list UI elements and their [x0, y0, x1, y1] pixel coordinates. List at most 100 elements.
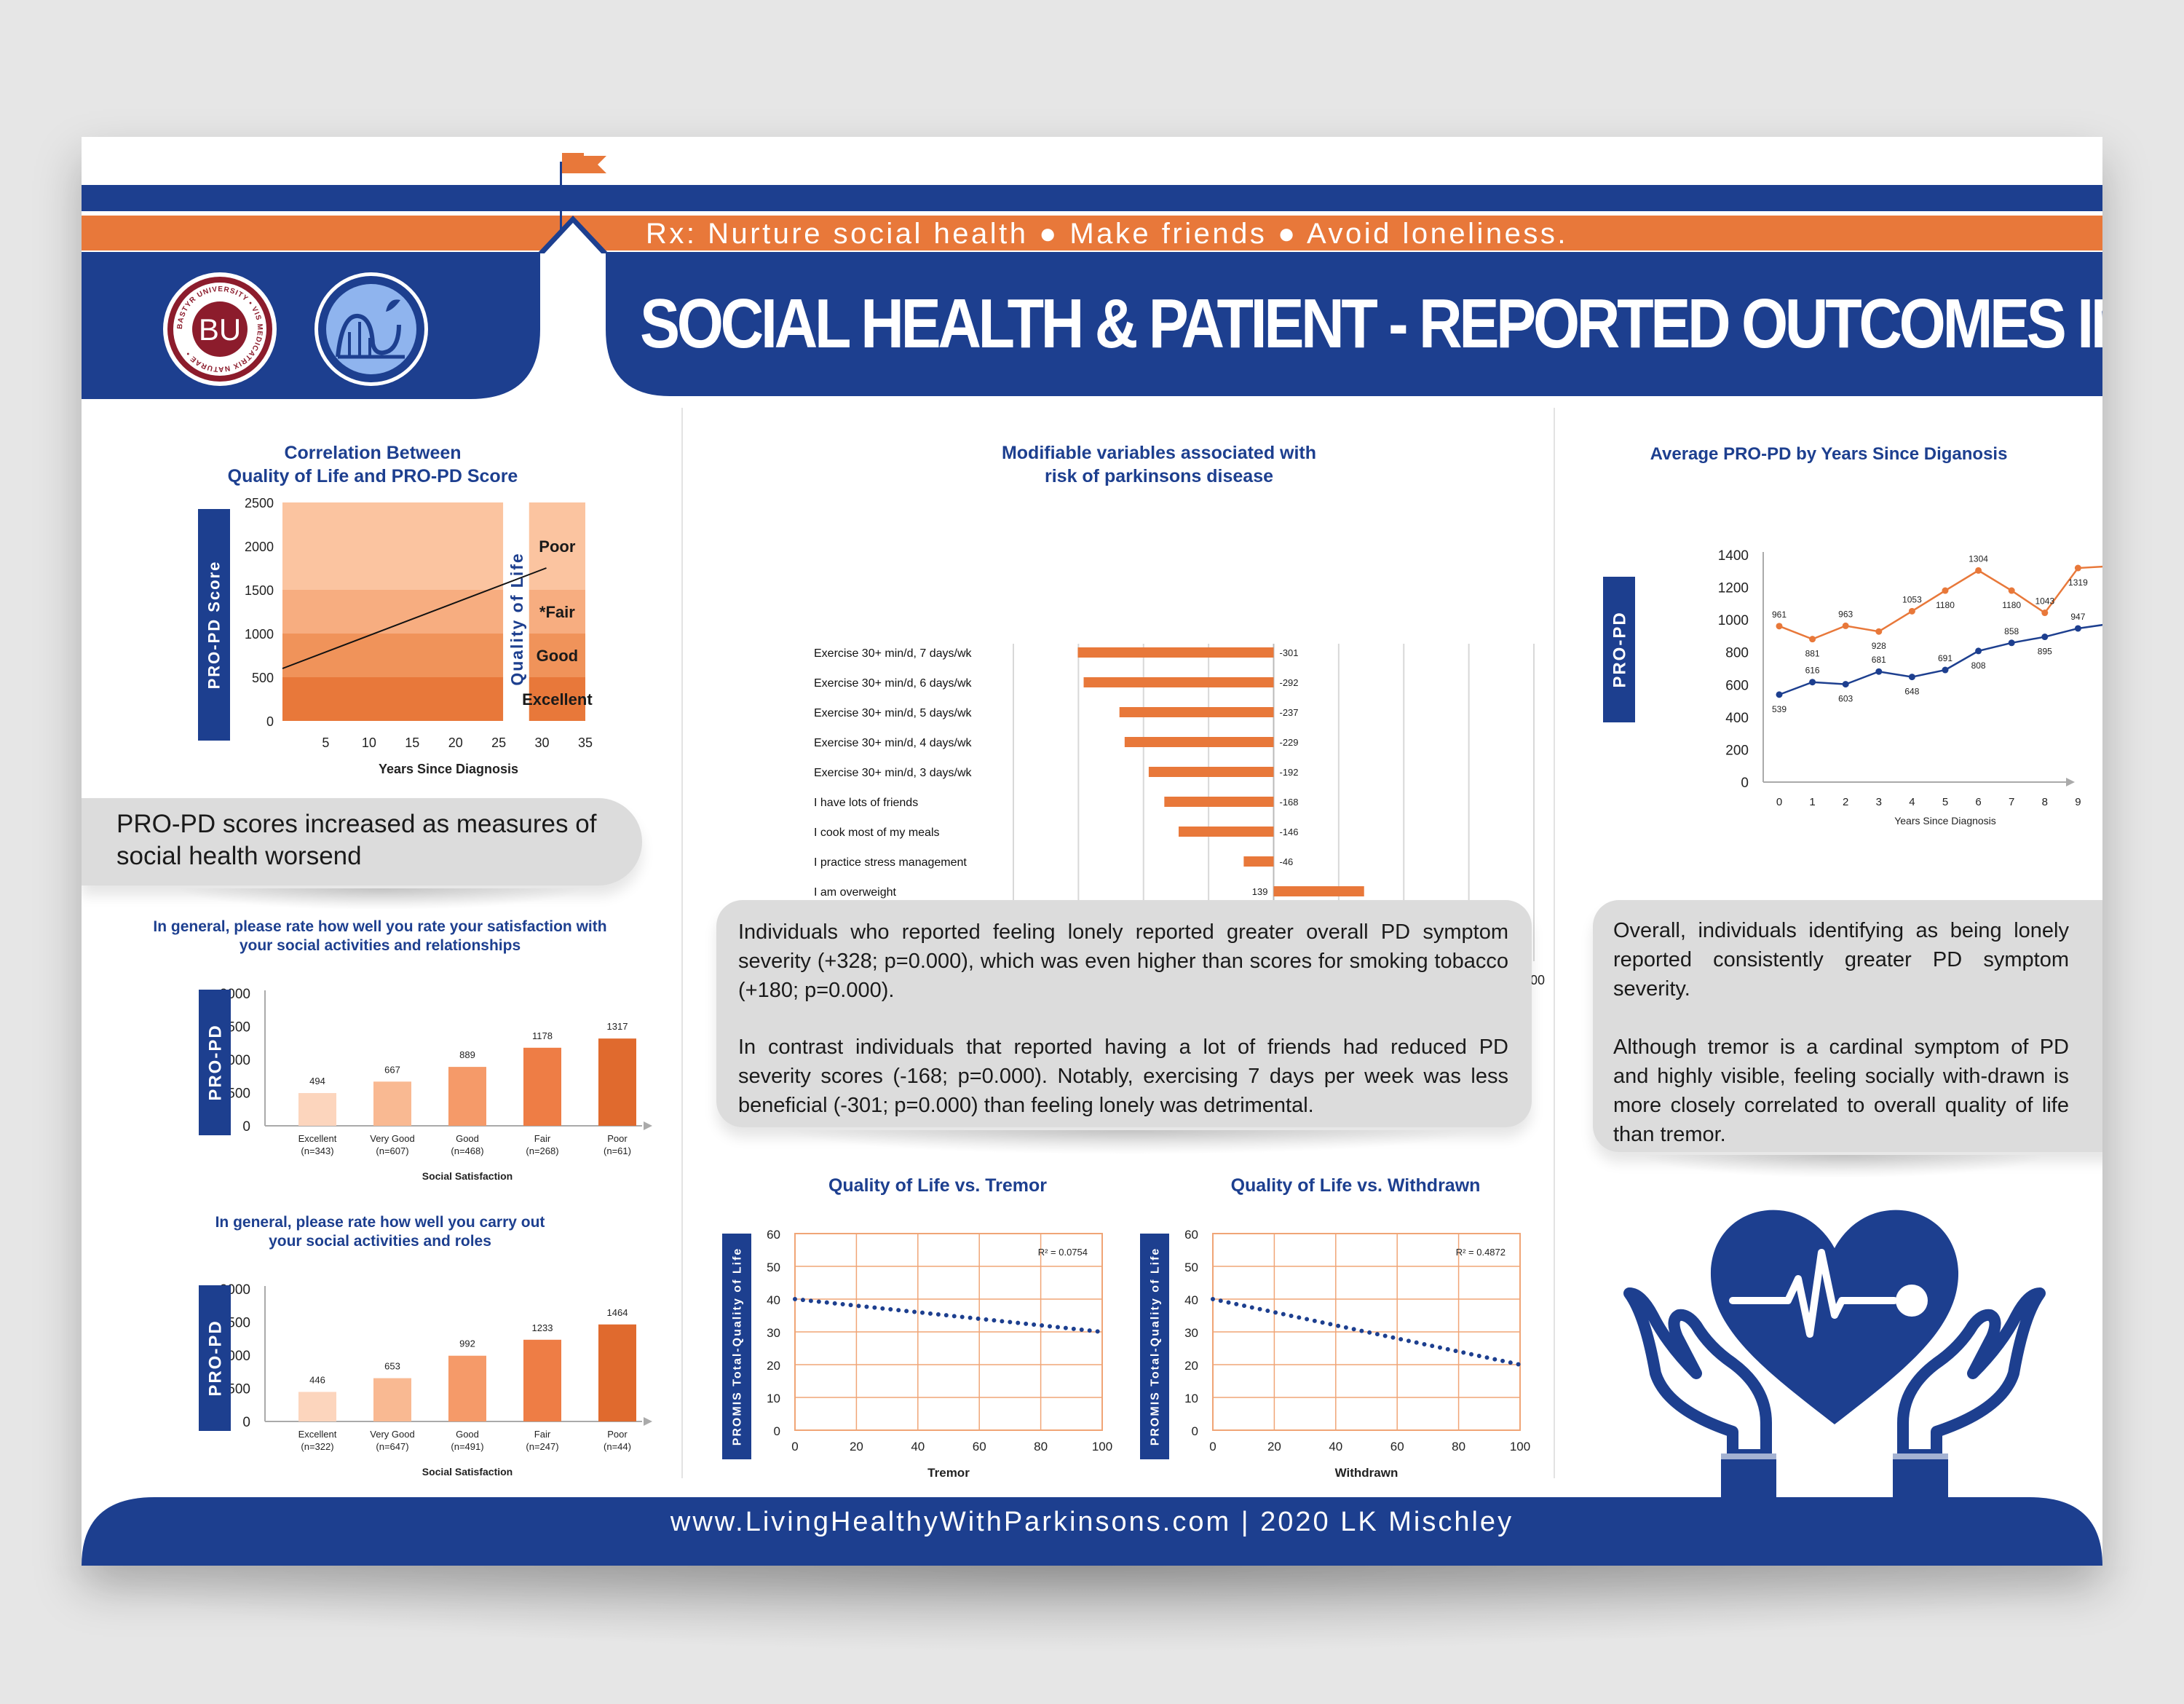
chart-title-qol-withdrawn: Quality of Life vs. Withdrawn	[1230, 1175, 1481, 1196]
x-tick-label: 2	[1843, 796, 1848, 808]
y-tick-label: 500	[227, 1382, 250, 1397]
point-value-label: 603	[1838, 694, 1853, 704]
qol-band-label: Good	[537, 647, 578, 665]
category-label: Very Good	[370, 1429, 414, 1440]
callout-right-shadow	[1639, 1155, 2047, 1178]
bar-very-good	[373, 1378, 411, 1421]
y-axis-label: PROMIS Total-Quality of Life	[1150, 1247, 1162, 1446]
y-tick-label: 50	[1184, 1261, 1198, 1274]
chart-title-correlation: Correlation Between Quality of Life and P…	[227, 443, 518, 486]
x-tick-label: 1	[1809, 796, 1815, 808]
y-tick-label: 400	[1725, 711, 1749, 726]
y-tick-label: 0	[1741, 776, 1749, 791]
y-axis-label-box	[1603, 577, 1635, 722]
series-point	[1942, 666, 1949, 674]
x-axis-arrow	[644, 1121, 652, 1130]
x-axis-label: Years Since Diagnosis	[1894, 815, 1996, 827]
callout-left: PRO-PD scores increased as measures of s…	[82, 798, 642, 885]
callout-middle-text-1: Individuals who reported feeling lonely …	[738, 920, 1508, 1002]
x-tick-label: 0	[1209, 1440, 1216, 1453]
bar-value-label: -192	[1280, 767, 1299, 778]
series-point	[1875, 668, 1883, 675]
y-tick-label: 30	[767, 1326, 780, 1340]
qol-band-label: *Fair	[539, 603, 575, 621]
x-axis-label: Social Satisfaction	[422, 1170, 513, 1182]
bar-poor	[598, 1038, 636, 1126]
r-squared-label: R² = 0.4872	[1456, 1247, 1506, 1258]
y-tick-label: 2500	[245, 496, 274, 510]
y-tick-label: 50	[767, 1261, 780, 1274]
bar-good	[448, 1355, 486, 1421]
x-tick-label: 7	[2009, 796, 2014, 808]
y-axis-label: PRO-PD	[205, 1024, 225, 1100]
x-tick-label: 40	[1329, 1440, 1342, 1453]
x-tick-label: 100	[1510, 1440, 1530, 1453]
callout-right-text-1: Overall, individuals identifying as bein…	[1613, 919, 2069, 1001]
foundation-logo	[314, 272, 428, 386]
bar-value-label: 667	[384, 1064, 400, 1075]
r-squared-label: R² = 0.0754	[1038, 1247, 1088, 1258]
y-tick-label: 500	[252, 671, 274, 685]
x-tick-label: 5	[1942, 796, 1948, 808]
qol-band-label: Excellent	[522, 690, 593, 709]
bar-value-label: -301	[1280, 647, 1299, 658]
series-point	[1776, 691, 1783, 698]
y-tick-label: 1000	[1718, 613, 1749, 628]
qol-band-good	[282, 634, 504, 677]
y-tick-label: 1000	[245, 627, 274, 642]
column-divider-left	[681, 408, 683, 1478]
series-point	[1942, 587, 1949, 594]
category-label: Exercise 30+ min/d, 4 days/wk	[814, 737, 973, 749]
social-satisfaction-chart: 0500100015002000494Excellent(n=343)667Ve…	[199, 987, 652, 1182]
series-point	[1842, 681, 1849, 688]
chart-title-qol-tremor: Quality of Life vs. Tremor	[828, 1175, 1048, 1196]
category-label: Exercise 30+ min/d, 5 days/wk	[814, 707, 973, 719]
y-axis-label: PROMIS Total-Quality of Life	[732, 1247, 744, 1446]
category-label: I cook most of my meals	[814, 827, 940, 839]
callout-middle-text-2: In contrast individuals that reported ha…	[738, 1036, 1508, 1117]
y-tick-label: 200	[1725, 743, 1749, 758]
bar-8	[1273, 886, 1364, 896]
point-value-label: 1053	[1902, 594, 1922, 604]
qol-band-label: Poor	[539, 537, 576, 556]
bar-poor	[598, 1324, 636, 1421]
bar-value-label: 1178	[532, 1030, 553, 1041]
x-tick-label: 40	[911, 1440, 925, 1453]
bar-7	[1243, 856, 1274, 867]
avg-propd-chart: 0200400600800100012001400012345678910Yea…	[1603, 548, 2102, 827]
category-label: Excellent	[298, 1133, 337, 1144]
social-roles-chart: 0500100015002000446Excellent(n=322)653Ve…	[199, 1282, 652, 1478]
x-tick-label: 6	[1975, 796, 1981, 808]
category-n-label: (n=61)	[604, 1145, 631, 1156]
series-point	[1908, 674, 1915, 681]
bar-3	[1124, 737, 1274, 747]
y-axis-label: PRO-PD Score	[205, 561, 223, 690]
category-n-label: (n=247)	[526, 1441, 558, 1452]
x-tick-label: 20	[448, 735, 463, 750]
series-point	[1809, 636, 1816, 643]
category-label: Excellent	[298, 1429, 337, 1440]
callout-left-text: PRO-PD scores increased as measures of s…	[116, 810, 597, 870]
category-label: I am overweight	[814, 886, 896, 899]
x-tick-label: 25	[491, 735, 506, 750]
series-point	[2041, 634, 2049, 641]
chart-title-social-roles: In general, please rate how well you car…	[215, 1214, 545, 1250]
bar-fair	[523, 1047, 561, 1126]
x-tick-label: 8	[2042, 796, 2048, 808]
point-value-label: 928	[1872, 641, 1886, 651]
bar-value-label: -168	[1280, 797, 1299, 808]
y-tick-label: 0	[242, 1415, 250, 1430]
category-label: Fair	[534, 1429, 551, 1440]
bar-value-label: -146	[1280, 827, 1299, 837]
bar-value-label: 889	[459, 1049, 475, 1060]
bar-value-label: -46	[1280, 856, 1294, 867]
series-point	[1776, 623, 1783, 630]
x-axis-arrow	[644, 1417, 652, 1426]
point-value-label: 1304	[1969, 553, 1988, 564]
chart-title-avg-propd: Average PRO-PD by Years Since Diganosis	[1650, 444, 2008, 464]
x-axis-label: Social Satisfaction	[422, 1466, 513, 1478]
bar-value-label: -237	[1280, 707, 1299, 718]
point-value-label: 616	[1805, 666, 1820, 676]
y-tick-label: 500	[227, 1086, 250, 1102]
y-tick-label: 20	[767, 1359, 780, 1373]
